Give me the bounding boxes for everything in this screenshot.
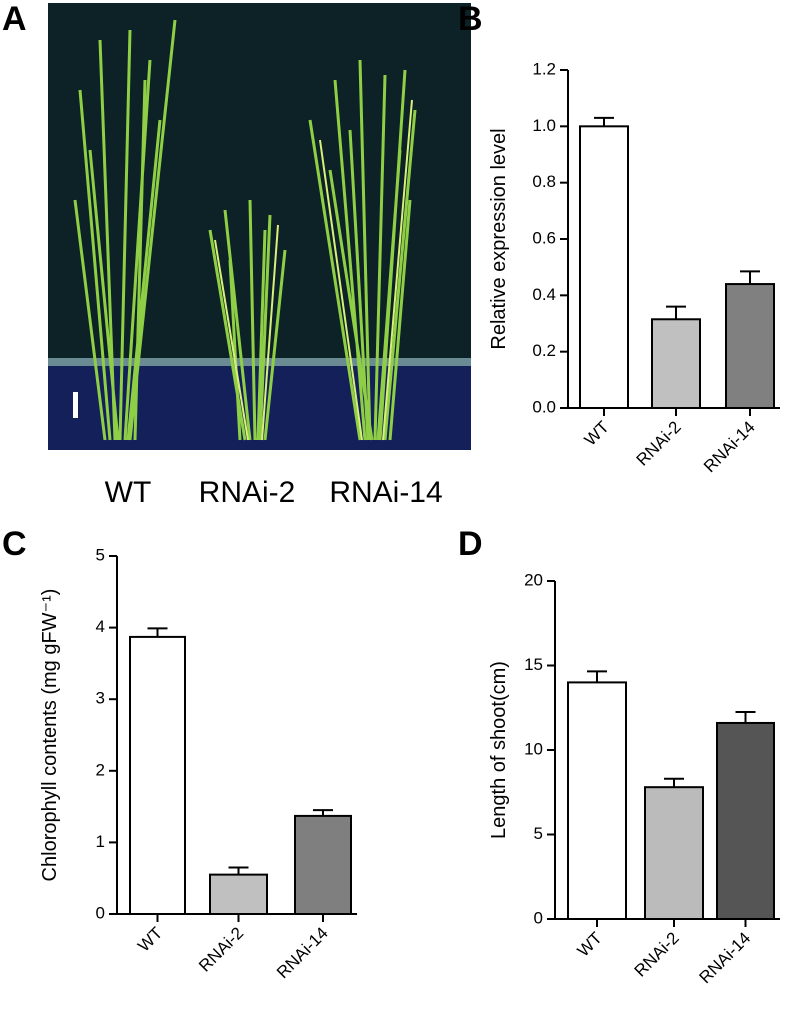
panel-letter: D bbox=[458, 525, 483, 563]
bar bbox=[579, 125, 629, 409]
y-tick-label: 0.0 bbox=[532, 397, 556, 416]
y-tick-label: 1 bbox=[96, 832, 105, 851]
y-tick-label: 15 bbox=[524, 655, 543, 674]
photo-label: RNAi-2 bbox=[199, 476, 296, 509]
photo bbox=[48, 3, 471, 450]
scale-bar bbox=[73, 392, 78, 418]
x-tick-label: WT bbox=[581, 417, 613, 449]
y-axis-label: Relative expression level bbox=[488, 128, 510, 349]
x-tick-label: RNAi-14 bbox=[700, 417, 759, 476]
bar bbox=[716, 721, 775, 921]
y-tick-label: 0.8 bbox=[532, 172, 556, 191]
bar bbox=[725, 283, 775, 410]
photo-label: RNAi-14 bbox=[329, 476, 442, 509]
y-tick-label: 3 bbox=[96, 689, 105, 708]
bar bbox=[209, 873, 268, 915]
x-tick-label: RNAi-14 bbox=[695, 928, 754, 987]
y-tick-label: 0.2 bbox=[532, 341, 556, 360]
panel-letter: C bbox=[2, 525, 27, 563]
panel-letter: B bbox=[458, 0, 483, 38]
y-axis-label: Length of shoot(cm) bbox=[488, 661, 510, 839]
y-tick-label: 0 bbox=[96, 903, 105, 922]
bar bbox=[567, 681, 627, 921]
photo-plants bbox=[73, 19, 417, 441]
bar bbox=[129, 635, 186, 916]
y-tick-label: 5 bbox=[534, 824, 543, 843]
bar bbox=[644, 786, 704, 920]
y-axis-label: Chlorophyll contents (mg gFW⁻¹) bbox=[39, 589, 61, 882]
y-tick-label: 2 bbox=[96, 760, 105, 779]
panel-letter: A bbox=[2, 0, 27, 38]
y-tick-label: 5 bbox=[96, 545, 105, 564]
x-tick-label: RNAi-2 bbox=[631, 928, 683, 980]
y-tick-label: 4 bbox=[96, 617, 105, 636]
y-tick-label: 1.2 bbox=[532, 59, 556, 78]
x-tick-label: RNAi-2 bbox=[633, 417, 685, 469]
y-tick-label: 20 bbox=[524, 570, 543, 589]
x-tick-label: WT bbox=[134, 923, 166, 955]
y-tick-label: 0.6 bbox=[532, 228, 556, 247]
x-tick-label: RNAi-2 bbox=[195, 923, 247, 975]
photo-label: WT bbox=[105, 476, 152, 509]
y-tick-label: 1.0 bbox=[532, 116, 556, 135]
photo-plant-highlights bbox=[214, 99, 413, 441]
y-tick-label: 0.4 bbox=[532, 285, 556, 304]
bar bbox=[294, 814, 352, 916]
x-tick-label: RNAi-14 bbox=[273, 923, 332, 982]
y-tick-label: 0 bbox=[534, 908, 543, 927]
x-tick-label: WT bbox=[574, 928, 606, 960]
bar bbox=[651, 318, 701, 409]
y-tick-label: 10 bbox=[524, 739, 543, 758]
